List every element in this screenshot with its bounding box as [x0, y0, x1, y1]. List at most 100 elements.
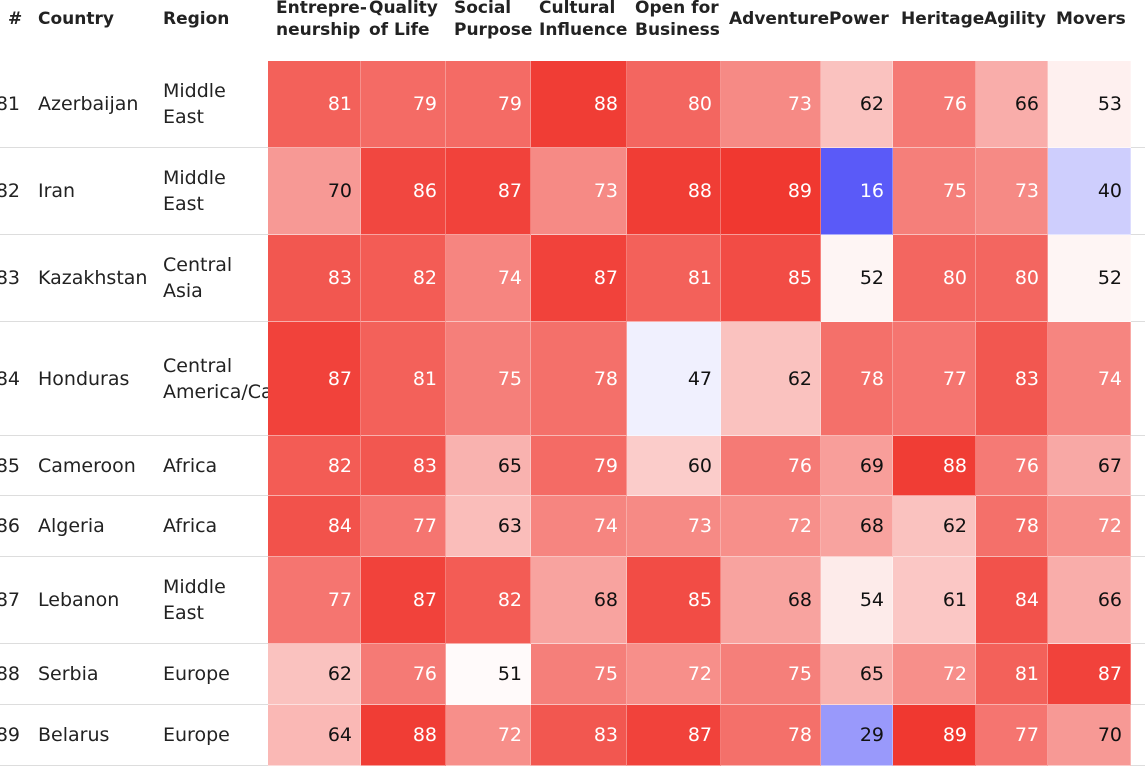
score-cell: 77	[976, 705, 1048, 766]
row-pad	[1131, 322, 1145, 436]
score-cell: 72	[446, 705, 531, 766]
score-cell: 75	[893, 148, 976, 235]
score-cell: 81	[976, 644, 1048, 705]
score-cell: 80	[893, 235, 976, 322]
score-cell: 68	[531, 557, 627, 644]
score-cell: 74	[446, 235, 531, 322]
score-cell: 87	[361, 557, 446, 644]
score-cell: 68	[721, 557, 821, 644]
country: Kazakhstan	[30, 235, 155, 322]
rank: 82	[0, 148, 30, 235]
score-cell: 60	[627, 436, 721, 496]
score-cell: 85	[627, 557, 721, 644]
score-cell: 51	[446, 644, 531, 705]
region: Europe	[155, 705, 268, 766]
row-pad	[1131, 557, 1145, 644]
score-cell: 52	[1048, 235, 1131, 322]
score-cell: 83	[268, 235, 361, 322]
column-header: Agility	[984, 9, 1047, 29]
score-cell: 72	[893, 644, 976, 705]
country: Iran	[30, 148, 155, 235]
country: Serbia	[30, 644, 155, 705]
row-pad	[1131, 235, 1145, 322]
score-cell: 77	[361, 496, 446, 557]
score-cell: 65	[446, 436, 531, 496]
score-cell: 78	[976, 496, 1048, 557]
score-cell: 88	[893, 436, 976, 496]
score-cell: 65	[821, 644, 893, 705]
score-cell: 69	[821, 436, 893, 496]
column-header: Region	[163, 9, 230, 29]
score-cell: 80	[976, 235, 1048, 322]
region: Africa	[155, 436, 268, 496]
score-cell: 77	[268, 557, 361, 644]
score-cell: 76	[361, 644, 446, 705]
score-cell: 73	[531, 148, 627, 235]
score-cell: 62	[268, 644, 361, 705]
column-header: Heritage	[901, 9, 985, 29]
rank: 87	[0, 557, 30, 644]
score-cell: 76	[721, 436, 821, 496]
score-cell: 85	[721, 235, 821, 322]
score-cell: 87	[268, 322, 361, 436]
score-cell: 62	[893, 496, 976, 557]
row-pad	[1131, 705, 1145, 766]
country: Belarus	[30, 705, 155, 766]
header-pad	[1131, 0, 1145, 61]
score-cell: 70	[1048, 705, 1131, 766]
score-cell: 89	[721, 148, 821, 235]
score-cell: 81	[361, 322, 446, 436]
score-cell: 75	[531, 644, 627, 705]
row-pad	[1131, 436, 1145, 496]
rank: 85	[0, 436, 30, 496]
row-pad	[1131, 496, 1145, 557]
score-cell: 80	[627, 61, 721, 148]
country: Honduras	[30, 322, 155, 436]
rank: 86	[0, 496, 30, 557]
score-cell: 78	[531, 322, 627, 436]
score-cell: 29	[821, 705, 893, 766]
rank: 83	[0, 235, 30, 322]
score-cell: 86	[361, 148, 446, 235]
score-cell: 73	[721, 61, 821, 148]
score-cell: 78	[821, 322, 893, 436]
score-cell: 53	[1048, 61, 1131, 148]
column-header: Social Purpose	[454, 0, 533, 40]
row-pad	[1131, 644, 1145, 705]
score-cell: 66	[976, 61, 1048, 148]
column-header: Quality of Life	[369, 0, 438, 40]
score-cell: 84	[268, 496, 361, 557]
region: Middle East	[155, 148, 268, 235]
score-cell: 72	[627, 644, 721, 705]
score-cell: 88	[531, 61, 627, 148]
column-header: Power	[829, 9, 889, 29]
region: Central Asia	[155, 235, 268, 322]
score-cell: 74	[531, 496, 627, 557]
score-cell: 82	[361, 235, 446, 322]
column-header: Open for Business	[635, 0, 720, 40]
score-cell: 75	[721, 644, 821, 705]
score-cell: 89	[893, 705, 976, 766]
column-header: Adventure	[729, 9, 830, 29]
score-cell: 77	[893, 322, 976, 436]
region: Middle East	[155, 557, 268, 644]
score-cell: 72	[1048, 496, 1131, 557]
score-cell: 83	[531, 705, 627, 766]
score-cell: 74	[1048, 322, 1131, 436]
column-header: Country	[38, 9, 114, 29]
score-cell: 47	[627, 322, 721, 436]
score-cell: 88	[627, 148, 721, 235]
country: Lebanon	[30, 557, 155, 644]
score-cell: 67	[1048, 436, 1131, 496]
score-cell: 81	[627, 235, 721, 322]
country: Azerbaijan	[30, 61, 155, 148]
region: Africa	[155, 496, 268, 557]
score-cell: 73	[976, 148, 1048, 235]
score-cell: 76	[976, 436, 1048, 496]
score-cell: 16	[821, 148, 893, 235]
score-cell: 62	[721, 322, 821, 436]
score-cell: 87	[627, 705, 721, 766]
score-cell: 54	[821, 557, 893, 644]
column-header: #	[8, 9, 23, 29]
